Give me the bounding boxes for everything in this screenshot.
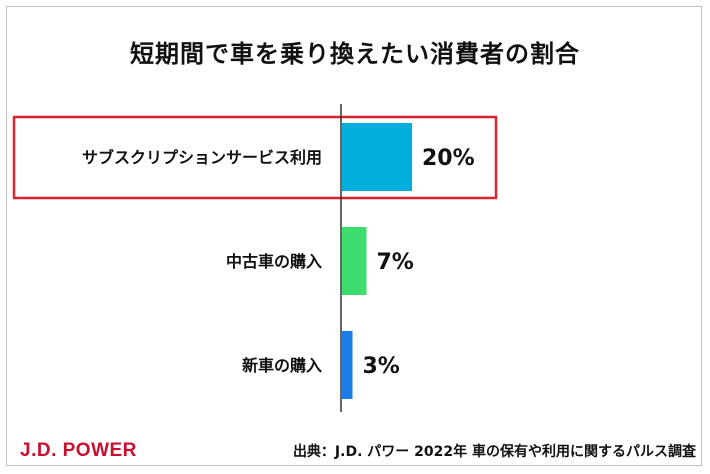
bar-1 bbox=[342, 123, 412, 191]
category-label: 新車の購入 bbox=[242, 356, 322, 375]
chart-title: 短期間で車を乗り換えたい消費者の割合 bbox=[130, 40, 580, 68]
bar-3 bbox=[342, 331, 353, 399]
bar-2 bbox=[342, 227, 367, 295]
highlight-box bbox=[12, 115, 498, 200]
category-label: サブスクリプションサービス利用 bbox=[82, 148, 322, 167]
category-label: 中古車の購入 bbox=[226, 252, 322, 271]
source-note: 出典：J.D. パワー 2022年 車の保有や利用に関するパルス調査 bbox=[292, 444, 696, 460]
data-label: 20% bbox=[422, 146, 475, 171]
data-label: 7% bbox=[377, 250, 414, 275]
data-label: 3% bbox=[363, 354, 400, 379]
jd-power-logo: J.D. POWER bbox=[20, 440, 137, 461]
